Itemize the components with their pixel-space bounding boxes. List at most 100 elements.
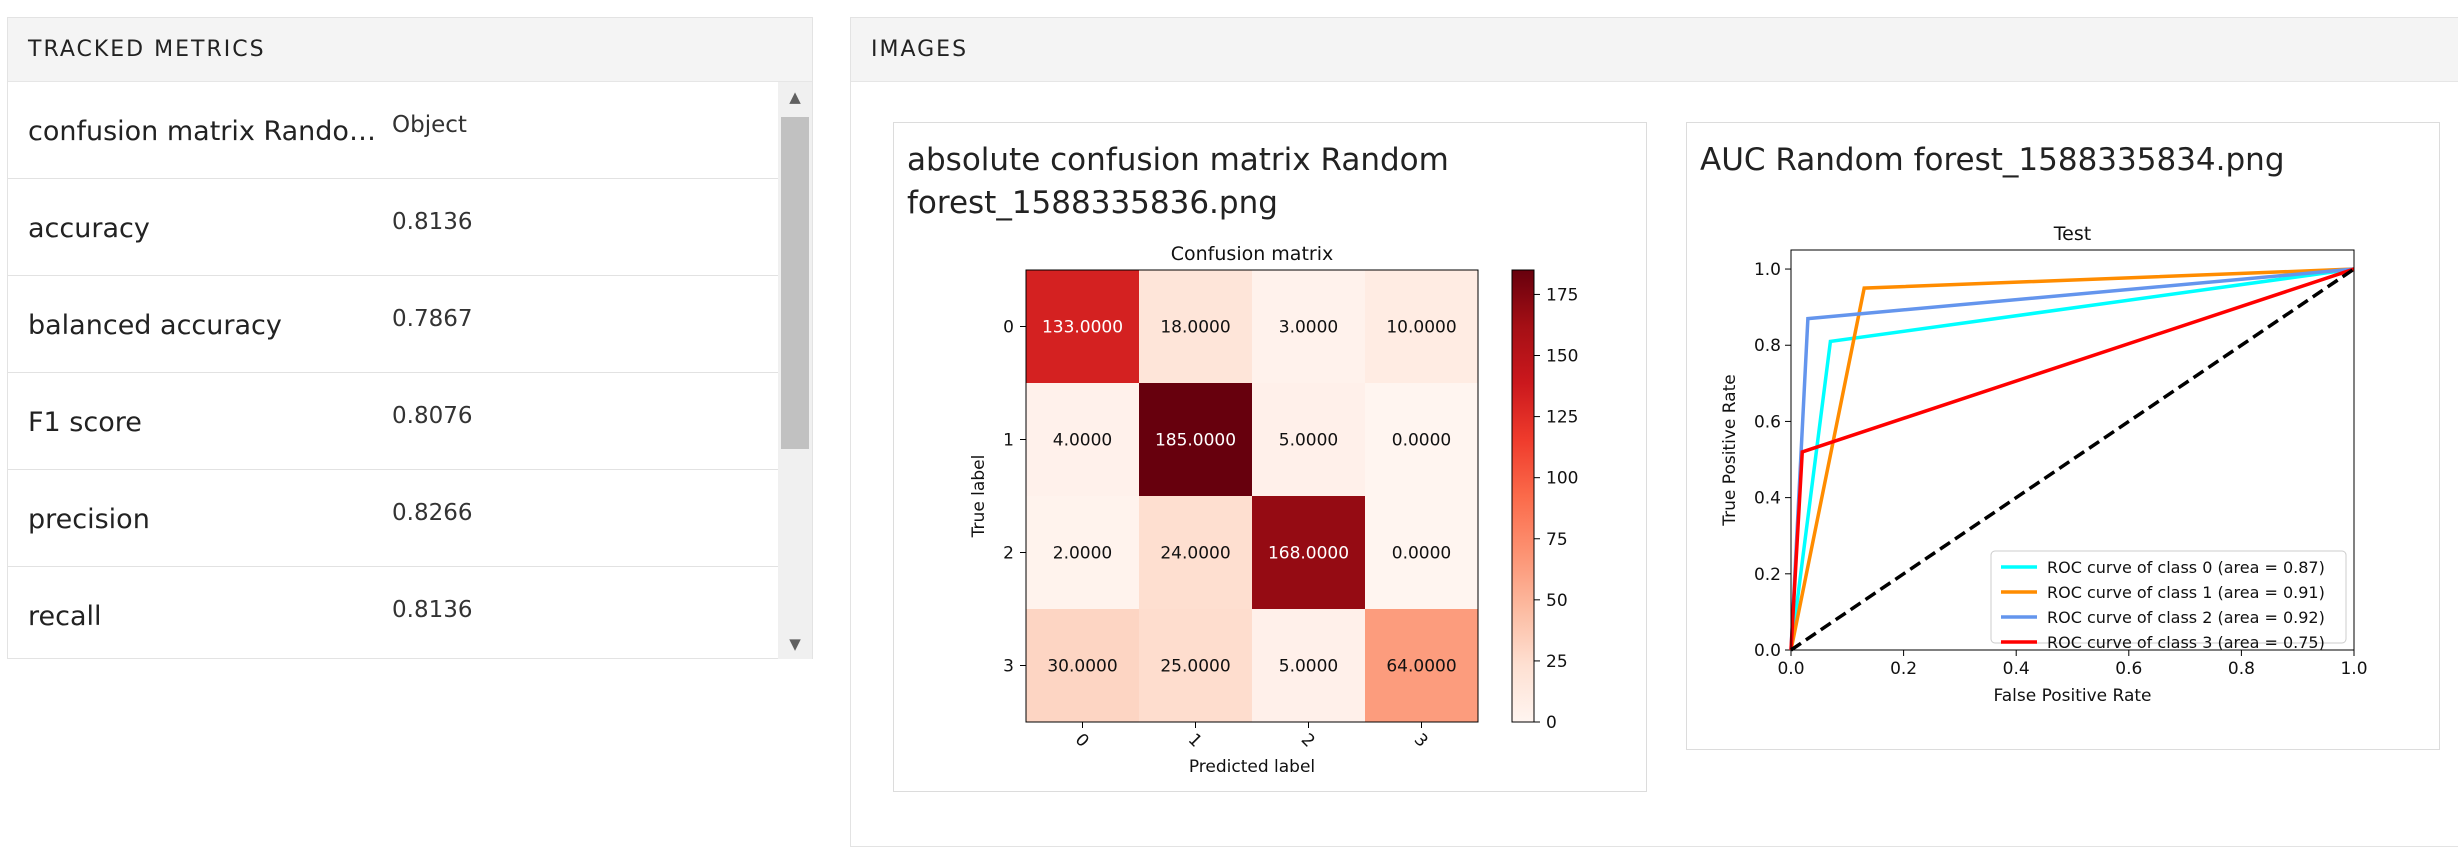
cm-colorbar-tick-label: 0 — [1546, 713, 1557, 733]
cm-cell-label: 18.0000 — [1160, 318, 1230, 338]
roc-x-tick-label: 1.0 — [2340, 659, 2367, 679]
metrics-list: confusion matrix Rando… Object accuracy … — [8, 82, 778, 659]
cm-cell — [1365, 270, 1478, 383]
cm-y-tick-label: 3 — [1003, 657, 1014, 677]
cm-title: Confusion matrix — [1171, 243, 1333, 265]
roc-x-axis-label: False Positive Rate — [1994, 686, 2152, 706]
images-panel: IMAGES absolute confusion matrix Random … — [850, 17, 2458, 847]
cm-cell — [1365, 609, 1478, 722]
metric-row[interactable]: recall 0.8136 — [8, 567, 778, 659]
cm-cell — [1252, 496, 1365, 609]
cm-cell-label: 64.0000 — [1386, 657, 1456, 677]
cm-colorbar-tick-label: 75 — [1546, 530, 1568, 550]
roc-y-tick-label: 0.0 — [1754, 641, 1781, 661]
cm-x-tick-label: 0 — [1071, 730, 1093, 752]
cm-colorbar-tick-label: 150 — [1546, 347, 1578, 367]
cm-cell-label: 168.0000 — [1268, 544, 1349, 564]
roc-legend-label: ROC curve of class 2 (area = 0.92) — [2047, 608, 2325, 627]
scroll-up-arrow-icon[interactable]: ▲ — [789, 88, 801, 106]
cm-colorbar-tick-label: 100 — [1546, 469, 1578, 489]
cm-cell-label: 133.0000 — [1042, 318, 1123, 338]
metric-value: 0.7867 — [392, 306, 473, 332]
images-header: IMAGES — [851, 18, 2458, 82]
metric-value: 0.8076 — [392, 403, 473, 429]
cm-cell — [1139, 383, 1252, 496]
roc-legend — [1990, 550, 2347, 644]
metric-name: precision — [28, 504, 150, 535]
metric-row[interactable]: precision 0.8266 — [8, 470, 778, 567]
auc-image-title: AUC Random forest_1588335834.png — [1700, 142, 2285, 178]
cm-cell-label: 185.0000 — [1155, 431, 1236, 451]
cm-cell — [1026, 383, 1139, 496]
roc-chart: Test 0.0 0.2 0.4 0.6 0.8 1.0 0.0 0.2 0.4 0.6 0.8 1.0… — [1720, 223, 2368, 706]
cm-cell-label: 0.0000 — [1392, 544, 1451, 564]
cm-cell-label: 5.0000 — [1279, 657, 1338, 677]
roc-x-tick-label: 0.8 — [2228, 659, 2255, 679]
cm-frame — [1025, 269, 1479, 723]
roc-series-line — [1789, 267, 2355, 651]
cm-cell — [1026, 609, 1139, 722]
roc-frame — [1790, 249, 2355, 651]
metrics-scrollbar[interactable]: ▲ ▼ — [778, 82, 812, 659]
scroll-down-arrow-icon[interactable]: ▼ — [789, 635, 801, 653]
cm-cell — [1026, 496, 1139, 609]
cm-cell-label: 25.0000 — [1160, 657, 1230, 677]
cm-x-tick-label: 1 — [1184, 730, 1206, 752]
metric-value: Object — [392, 112, 467, 138]
cm-x-axis-label: Predicted label — [1189, 757, 1315, 777]
metric-row[interactable]: confusion matrix Rando… Object — [8, 82, 778, 179]
cm-cell-label: 10.0000 — [1386, 318, 1456, 338]
scroll-thumb[interactable] — [781, 117, 809, 449]
cm-cell-label: 4.0000 — [1053, 431, 1112, 451]
metric-value: 0.8266 — [392, 500, 473, 526]
cm-cell — [1139, 496, 1252, 609]
roc-legend-label: ROC curve of class 0 (area = 0.87) — [2047, 558, 2325, 577]
roc-reference-line — [1790, 267, 2355, 652]
cm-y-tick-label: 1 — [1003, 431, 1014, 451]
metric-name: F1 score — [28, 407, 142, 438]
roc-x-tick-label: 0.2 — [1890, 659, 1917, 679]
metric-name: accuracy — [28, 213, 150, 244]
auc-image-card[interactable]: AUC Random forest_1588335834.png Test 0.0… — [1686, 122, 2440, 750]
confusion-matrix-image-title: absolute confusion matrix Random forest_… — [907, 142, 1449, 221]
roc-y-axis-label: True Positive Rate — [1720, 374, 1740, 526]
cm-y-tick-label: 0 — [1003, 318, 1014, 338]
metric-row[interactable]: F1 score 0.8076 — [8, 373, 778, 470]
cm-cell-label: 0.0000 — [1392, 431, 1451, 451]
cm-x-tick-label: 2 — [1297, 730, 1319, 752]
cm-cell — [1252, 609, 1365, 722]
cm-cell — [1252, 270, 1365, 383]
cm-cell-label: 30.0000 — [1047, 657, 1117, 677]
roc-y-tick-label: 0.8 — [1754, 336, 1781, 356]
roc-y-tick-label: 0.6 — [1754, 412, 1781, 432]
confusion-matrix-image-card[interactable]: absolute confusion matrix Random forest_… — [893, 122, 1647, 792]
cm-cell — [1365, 496, 1478, 609]
roc-x-tick-label: 0.0 — [1777, 659, 1804, 679]
metric-name: balanced accuracy — [28, 310, 282, 341]
cm-cell-label: 5.0000 — [1279, 431, 1338, 451]
cm-y-axis-label: True label — [969, 455, 989, 539]
cm-cell — [1252, 383, 1365, 496]
roc-series-line — [1789, 267, 2355, 651]
cm-cell — [1365, 383, 1478, 496]
metric-row[interactable]: balanced accuracy 0.7867 — [8, 276, 778, 373]
roc-x-tick-label: 0.6 — [2115, 659, 2142, 679]
metric-name: recall — [28, 601, 102, 632]
cm-colorbar — [1511, 269, 1535, 723]
cm-cell-label: 24.0000 — [1160, 544, 1230, 564]
roc-title: Test — [2053, 223, 2091, 245]
cm-cell — [1026, 270, 1139, 383]
roc-series-line — [1789, 267, 2355, 651]
cm-colorbar-tick-label: 25 — [1546, 652, 1568, 672]
cm-cell — [1139, 609, 1252, 722]
roc-y-tick-label: 0.2 — [1754, 565, 1781, 585]
cm-cell — [1139, 270, 1252, 383]
roc-y-tick-label: 1.0 — [1754, 260, 1781, 280]
metric-row[interactable]: accuracy 0.8136 — [8, 179, 778, 276]
cm-x-tick-label: 3 — [1410, 730, 1432, 752]
metric-name: confusion matrix Rando… — [28, 116, 376, 147]
cm-y-tick-label: 2 — [1003, 544, 1014, 564]
roc-legend-label: ROC curve of class 3 (area = 0.75) — [2047, 633, 2325, 652]
roc-y-tick-label: 0.4 — [1754, 489, 1781, 509]
